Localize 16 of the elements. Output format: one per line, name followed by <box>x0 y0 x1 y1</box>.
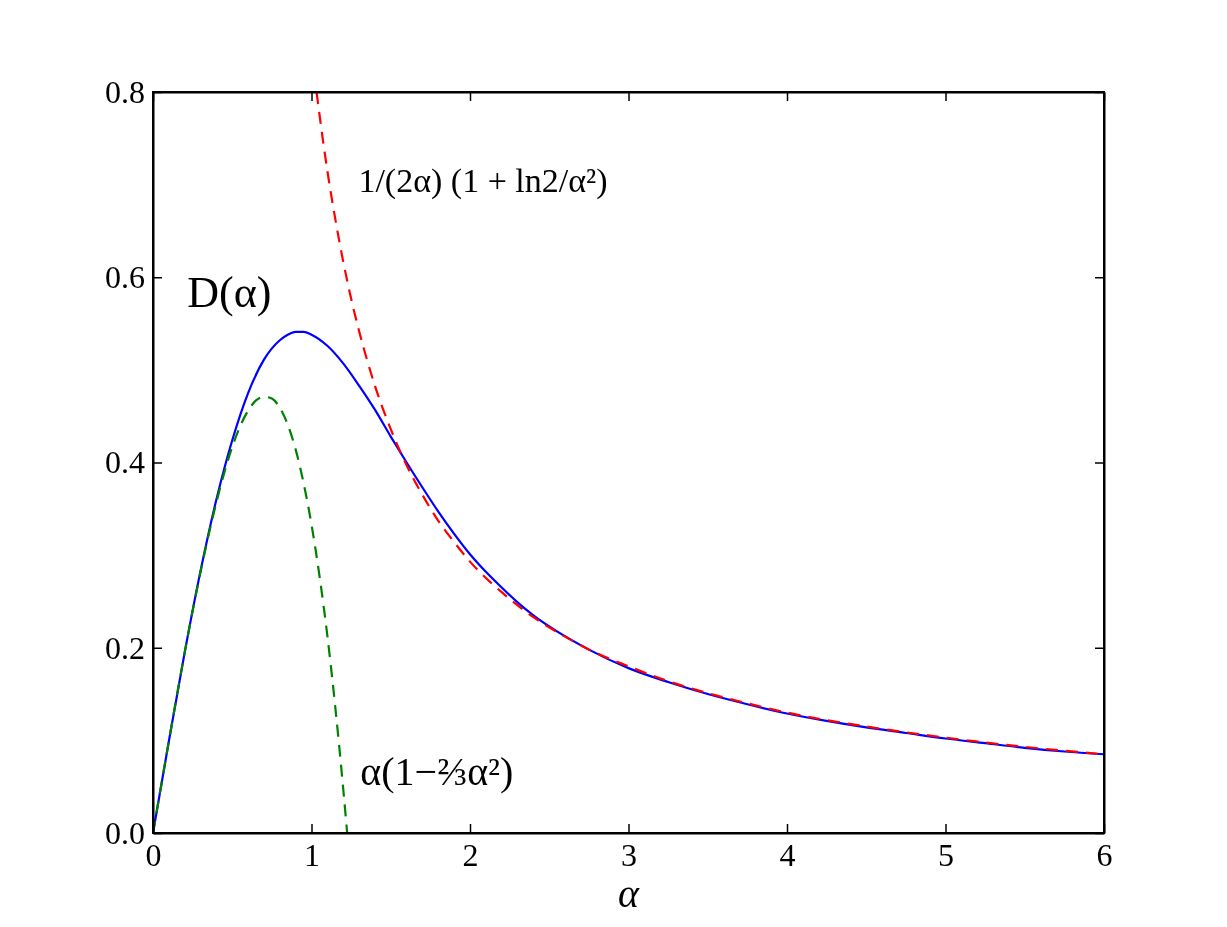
x-tick-label: 2 <box>462 836 479 873</box>
y-tick-label: 0.0 <box>105 814 145 851</box>
y-tick-label: 0.8 <box>105 73 145 110</box>
series-label: 1/(2α) (1 + ln2/α²) <box>358 162 608 201</box>
series-label: α(1−⅔α²) <box>360 748 514 794</box>
y-tick-label: 0.6 <box>105 258 145 295</box>
x-tick-label: 6 <box>1096 836 1113 873</box>
series-label: D(α) <box>187 267 272 317</box>
x-tick-label: 4 <box>779 836 796 873</box>
x-tick-label: 5 <box>938 836 954 873</box>
x-axis-title: α <box>618 871 640 916</box>
y-tick-label: 0.4 <box>105 444 145 481</box>
y-tick-label: 0.2 <box>105 629 145 666</box>
x-tick-label: 3 <box>621 836 637 873</box>
x-tick-label: 1 <box>304 836 320 873</box>
x-tick-label: 0 <box>145 836 162 873</box>
